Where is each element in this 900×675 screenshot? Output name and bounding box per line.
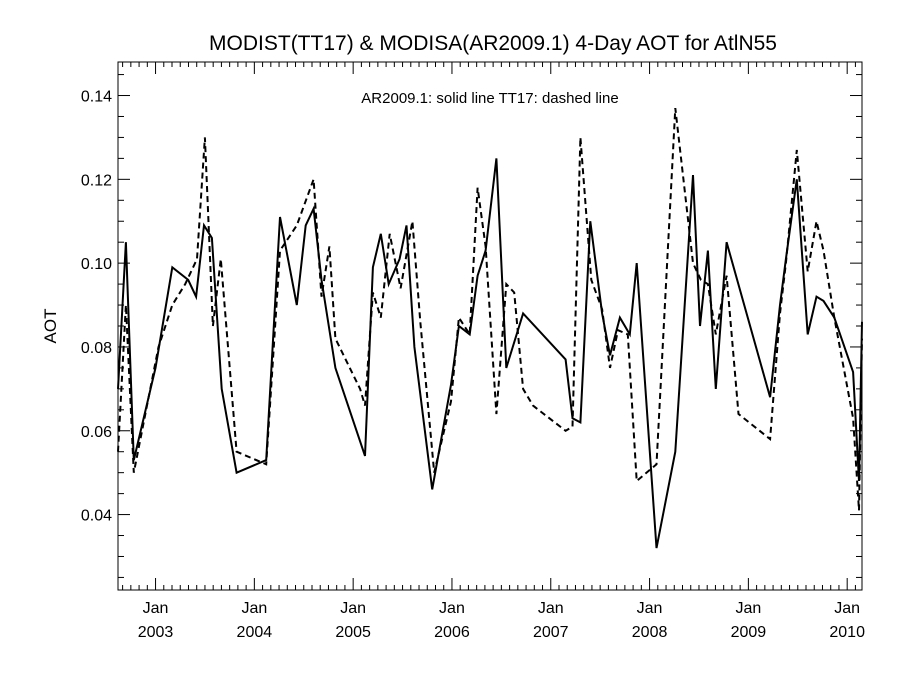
x-tick-month: Jan xyxy=(241,600,267,617)
x-tick-year: 2003 xyxy=(138,624,174,641)
y-axis-label: AOT xyxy=(41,309,60,344)
y-tick-label: 0.14 xyxy=(81,89,112,106)
x-tick-year: 2008 xyxy=(632,624,668,641)
y-tick-label: 0.12 xyxy=(81,172,112,189)
legend-annotation: AR2009.1: solid line TT17: dashed line xyxy=(361,90,618,107)
x-axis: Jan 2003 Jan 2004 Jan 2005 Jan 2006 Jan 2007 Jan 20… xyxy=(122,62,865,641)
x-tick-month: Jan xyxy=(637,600,663,617)
chart-title: MODIST(TT17) & MODISA(AR2009.1) 4-Day AO… xyxy=(209,32,777,55)
series-line-ar2009-1 xyxy=(117,158,863,549)
y-tick-label: 0.06 xyxy=(81,424,112,441)
y-axis: 0.04 0.06 0.08 0.10 0.12 0.14 xyxy=(81,74,862,578)
x-tick-month: Jan xyxy=(340,600,366,617)
x-tick-month: Jan xyxy=(538,600,564,617)
series-layer xyxy=(117,107,863,549)
x-tick-month: Jan xyxy=(439,600,465,617)
x-tick-year: 2010 xyxy=(829,624,865,641)
x-tick-year: 2005 xyxy=(335,624,371,641)
x-tick-year: 2006 xyxy=(434,624,470,641)
y-tick-label: 0.04 xyxy=(81,508,112,525)
y-tick-label: 0.10 xyxy=(81,256,112,273)
series-line-tt17 xyxy=(117,107,863,511)
x-tick-month: Jan xyxy=(834,600,860,617)
x-tick-month: Jan xyxy=(735,600,761,617)
y-tick-label: 0.08 xyxy=(81,340,112,357)
x-tick-year: 2004 xyxy=(237,624,273,641)
x-tick-year: 2009 xyxy=(731,624,767,641)
x-tick-year: 2007 xyxy=(533,624,569,641)
x-tick-month: Jan xyxy=(143,600,169,617)
